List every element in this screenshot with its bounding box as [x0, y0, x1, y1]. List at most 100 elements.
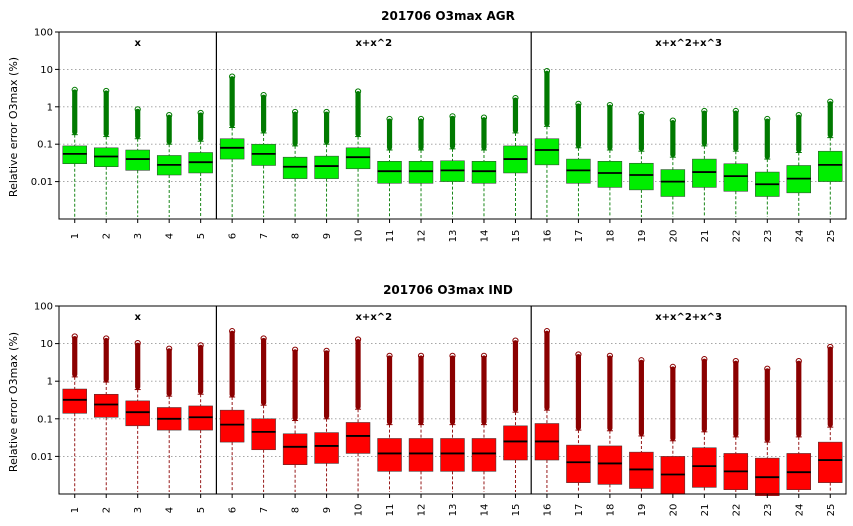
x-tick-label: 22	[731, 230, 742, 243]
chart-title: 201706 O3max AGR	[381, 9, 515, 23]
box	[219, 138, 245, 160]
box	[251, 143, 276, 166]
y-tick-label: 0.01	[31, 177, 53, 188]
box	[629, 162, 654, 191]
x-tick-label: 20	[668, 504, 679, 517]
outlier-column	[827, 346, 833, 428]
box	[818, 441, 843, 483]
outlier-column	[355, 338, 361, 410]
box	[62, 388, 87, 414]
group-label: x	[134, 312, 141, 323]
outlier-point	[764, 115, 771, 123]
x-tick-label: 12	[417, 504, 428, 517]
y-tick-label: 1	[47, 377, 53, 388]
y-tick-label: 0.1	[37, 414, 53, 425]
box	[94, 393, 119, 418]
x-tick-label: 12	[417, 230, 428, 243]
outlier-column	[292, 111, 298, 146]
box	[408, 161, 434, 184]
x-tick-label: 15	[511, 230, 522, 243]
box	[818, 150, 843, 182]
x-tick-label: 22	[731, 504, 742, 517]
group-label: x+x^2+x^3	[655, 38, 722, 49]
outlier-point	[795, 111, 802, 119]
outlier-column	[72, 336, 78, 377]
outlier-point	[292, 346, 299, 353]
outlier-column	[166, 114, 172, 145]
box	[471, 161, 497, 184]
chart-title: 201706 O3max IND	[383, 283, 513, 297]
x-tick-label: 24	[794, 230, 805, 243]
outlier-column	[72, 89, 78, 135]
x-tick-label: 2	[102, 233, 113, 239]
plot-frame	[58, 31, 847, 220]
x-tick-label: 10	[354, 230, 365, 243]
outlier-point	[543, 68, 551, 75]
outlier-column	[481, 117, 487, 150]
outlier-point	[323, 108, 330, 116]
outlier-column	[292, 349, 298, 421]
outlier-point	[229, 328, 236, 335]
outlier-point	[732, 357, 739, 365]
outlier-point	[292, 108, 299, 116]
x-tick-label: 21	[700, 230, 711, 243]
outlier-point	[417, 115, 425, 123]
outlier-column	[481, 355, 487, 425]
outlier-column	[827, 101, 833, 138]
outlier-point	[606, 352, 614, 359]
outlier-column	[355, 90, 361, 137]
outlier-point	[669, 117, 676, 124]
box	[125, 400, 150, 427]
outlier-column	[323, 111, 330, 145]
x-tick-label: 17	[574, 230, 585, 243]
box	[534, 138, 560, 166]
box	[377, 438, 402, 472]
y-tick-label: 10	[40, 65, 53, 76]
box	[692, 158, 717, 188]
outlier-column	[764, 368, 770, 443]
outlier-point	[354, 88, 362, 95]
outlier-column	[166, 348, 172, 397]
x-tick-label: 9	[322, 233, 333, 239]
outlier-point	[166, 345, 173, 352]
box	[471, 438, 497, 472]
outlier-point	[197, 109, 204, 117]
outlier-column	[575, 353, 582, 431]
outlier-point	[669, 363, 676, 370]
outlier-column	[764, 118, 770, 160]
box	[597, 161, 623, 188]
x-tick-label: 2	[102, 507, 113, 513]
y-tick-label: 100	[34, 28, 53, 39]
outlier-point	[543, 328, 551, 335]
x-tick-label: 17	[574, 504, 585, 517]
box	[62, 145, 87, 165]
box	[597, 445, 623, 485]
outlier-column	[512, 340, 519, 413]
chart-panel-agr: 201706 O3max AGR Relative error O3max (%…	[7, 9, 847, 243]
box	[440, 438, 465, 472]
outlier-column	[670, 366, 676, 441]
x-tick-label: 19	[637, 504, 648, 517]
x-tick-label: 15	[511, 504, 522, 517]
outlier-column	[670, 120, 676, 158]
outlier-column	[418, 355, 424, 425]
x-tick-label: 14	[479, 504, 490, 517]
x-tick-label: 3	[133, 233, 144, 239]
group-label: x+x^2	[355, 312, 392, 323]
outlier-column	[638, 113, 644, 152]
outlier-point	[827, 98, 834, 105]
x-tick-label: 25	[826, 230, 837, 243]
x-tick-label: 3	[133, 507, 144, 513]
box	[282, 433, 308, 465]
outlier-column	[198, 344, 204, 395]
outlier-point	[134, 106, 141, 113]
outlier-point	[103, 335, 110, 342]
outlier-point	[512, 94, 519, 102]
x-tick-label: 21	[700, 504, 711, 517]
x-tick-label: 7	[259, 233, 270, 239]
box	[566, 444, 591, 483]
y-tick-label: 1	[47, 102, 53, 113]
outlier-column	[229, 330, 235, 398]
x-tick-label: 13	[448, 504, 459, 517]
